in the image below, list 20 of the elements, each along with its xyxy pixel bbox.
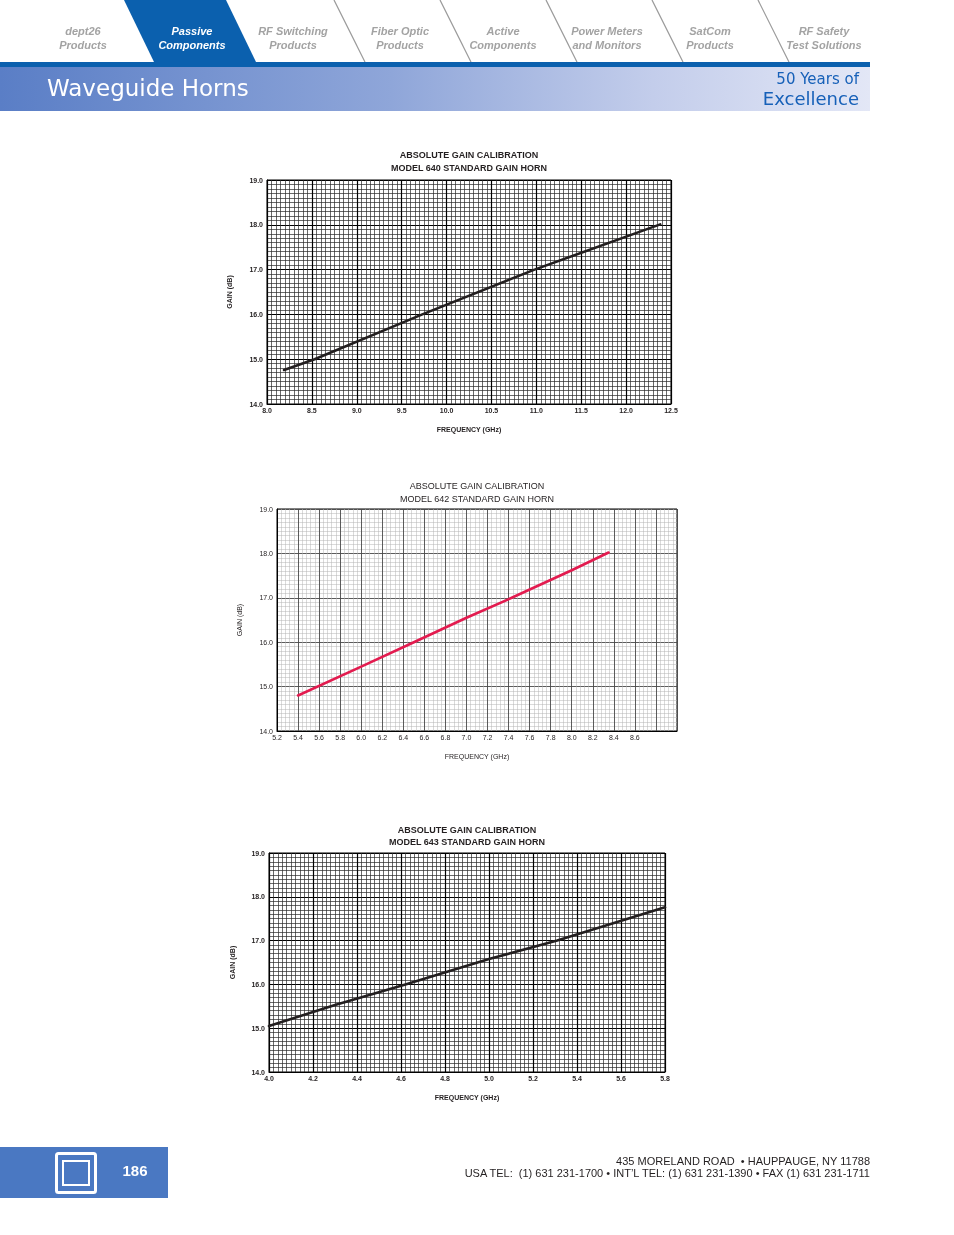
text: Waveguide Horns	[47, 74, 249, 103]
chart-subtitle: MODEL 643 STANDARD GAIN HORN	[388, 837, 546, 847]
text: 50 Years of Excellence	[762, 70, 859, 110]
text: 435 MORELAND ROAD • HAUPPAUGE, NY 11788	[615, 1155, 870, 1167]
text: SatCom Products	[685, 24, 735, 52]
text: Active Components	[468, 24, 538, 52]
chart-subtitle: MODEL 642 STANDARD GAIN HORN	[399, 494, 555, 504]
text: USA TEL: (1) 631 231-1700 • INT’L TEL: (1) 631 231-1390 • FAX (1) 631 231-1711	[464, 1167, 870, 1179]
chart-subtitle: MODEL 640 STANDARD GAIN HORN	[390, 163, 548, 173]
chart-title: ABSOLUTE GAIN CALIBRATION	[409, 481, 545, 491]
chart-title: ABSOLUTE GAIN CALIBRATION	[397, 825, 537, 835]
text: dept26 Products	[58, 24, 108, 52]
text: RF Safety Test Solutions	[785, 24, 863, 52]
text: Fiber Optic Products	[369, 24, 431, 52]
line-series	[296, 551, 610, 697]
text: Passive Components	[157, 24, 227, 52]
text: 186	[121, 1162, 149, 1180]
text: Power Meters and Monitors	[570, 24, 644, 52]
chart-title: ABSOLUTE GAIN CALIBRATION	[399, 150, 539, 160]
text: RF Switching Products	[257, 24, 329, 52]
